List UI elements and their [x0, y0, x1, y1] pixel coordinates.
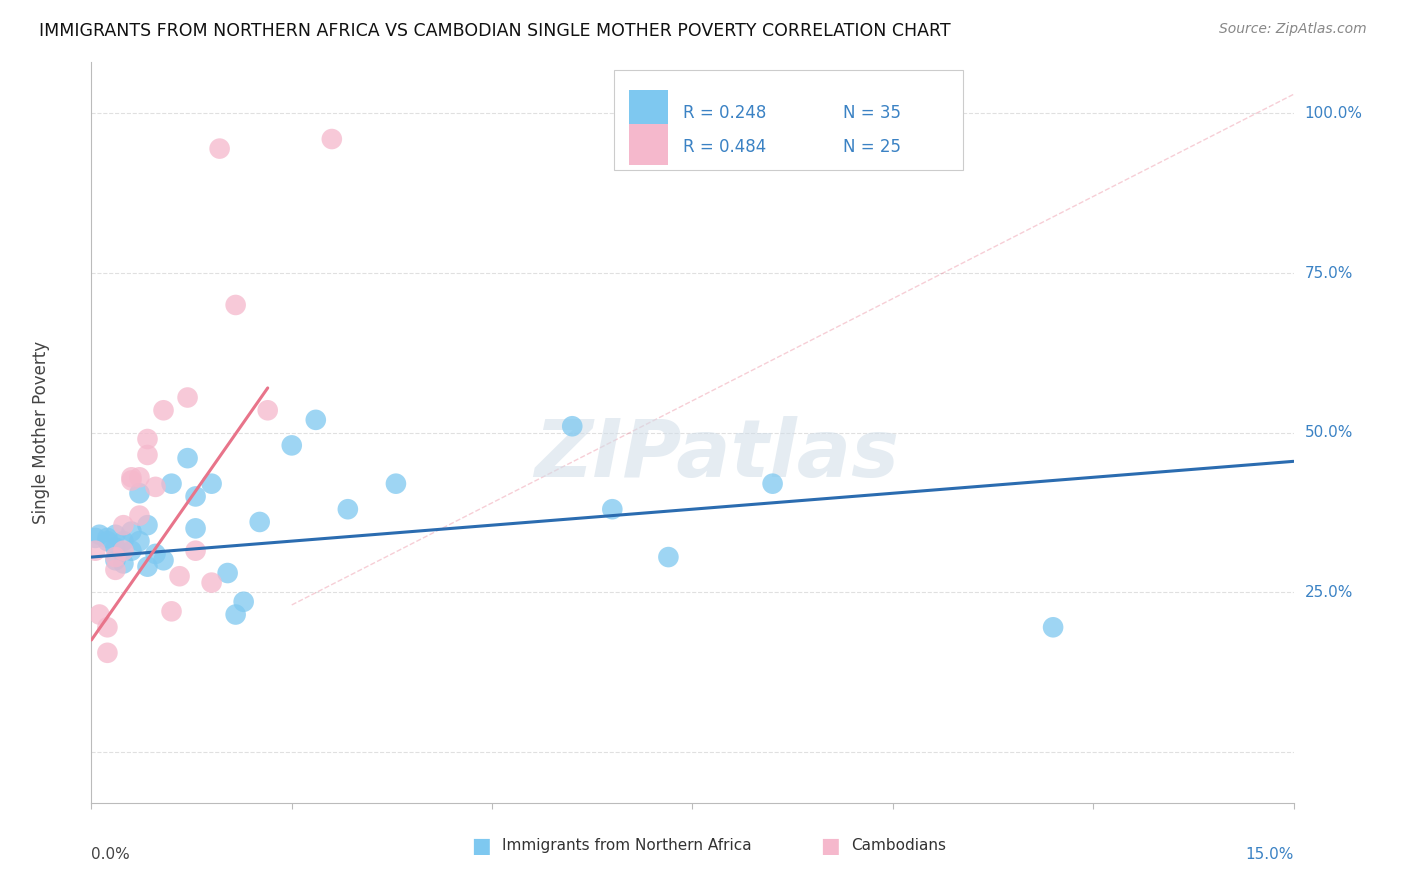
Point	[336, 502, 359, 516]
Point	[121, 543, 143, 558]
Point	[305, 413, 328, 427]
Point	[136, 559, 159, 574]
Point	[104, 550, 127, 565]
Text: Single Mother Poverty: Single Mother Poverty	[32, 341, 49, 524]
Point	[184, 490, 207, 504]
Point	[225, 607, 247, 622]
Point	[160, 604, 183, 618]
Point	[160, 476, 183, 491]
Point	[89, 607, 111, 622]
Point	[201, 476, 224, 491]
Point	[96, 646, 118, 660]
Point	[96, 534, 118, 549]
Text: ■: ■	[471, 836, 491, 855]
Point	[762, 476, 785, 491]
Point	[281, 438, 304, 452]
Text: 0.0%: 0.0%	[91, 847, 131, 863]
Point	[321, 132, 343, 146]
Point	[112, 543, 135, 558]
Text: Source: ZipAtlas.com: Source: ZipAtlas.com	[1219, 22, 1367, 37]
Point	[84, 531, 107, 545]
Point	[136, 432, 159, 446]
Point	[128, 508, 150, 523]
Text: IMMIGRANTS FROM NORTHERN AFRICA VS CAMBODIAN SINGLE MOTHER POVERTY CORRELATION C: IMMIGRANTS FROM NORTHERN AFRICA VS CAMBO…	[39, 22, 950, 40]
Text: R = 0.248: R = 0.248	[683, 103, 766, 122]
Text: 50.0%: 50.0%	[1305, 425, 1353, 440]
FancyBboxPatch shape	[628, 124, 668, 165]
Point	[176, 391, 198, 405]
Point	[232, 595, 254, 609]
Point	[184, 521, 207, 535]
Point	[176, 451, 198, 466]
Point	[225, 298, 247, 312]
Point	[128, 486, 150, 500]
Point	[256, 403, 278, 417]
Text: 25.0%: 25.0%	[1305, 584, 1353, 599]
Point	[152, 553, 174, 567]
FancyBboxPatch shape	[614, 70, 963, 169]
Point	[96, 620, 118, 634]
Point	[121, 474, 143, 488]
Point	[89, 527, 111, 541]
Point	[385, 476, 408, 491]
Point	[657, 550, 679, 565]
Text: 75.0%: 75.0%	[1305, 266, 1353, 281]
Point	[128, 470, 150, 484]
Point	[96, 531, 118, 545]
Point	[145, 480, 167, 494]
Point	[128, 534, 150, 549]
Point	[112, 518, 135, 533]
Text: N = 35: N = 35	[842, 103, 901, 122]
Point	[104, 553, 127, 567]
Text: ■: ■	[820, 836, 839, 855]
Point	[184, 543, 207, 558]
Point	[217, 566, 239, 580]
Text: R = 0.484: R = 0.484	[683, 137, 766, 156]
Point	[145, 547, 167, 561]
Point	[201, 575, 224, 590]
Point	[121, 470, 143, 484]
Point	[112, 557, 135, 571]
Text: ZIPatlas: ZIPatlas	[534, 416, 898, 494]
Point	[249, 515, 271, 529]
Point	[169, 569, 191, 583]
Point	[84, 543, 107, 558]
Point	[136, 518, 159, 533]
Point	[104, 527, 127, 541]
FancyBboxPatch shape	[628, 90, 668, 131]
Point	[1042, 620, 1064, 634]
Text: Cambodians: Cambodians	[851, 838, 946, 853]
Text: N = 25: N = 25	[842, 137, 901, 156]
Text: Immigrants from Northern Africa: Immigrants from Northern Africa	[502, 838, 752, 853]
Point	[104, 541, 127, 555]
Point	[208, 142, 231, 156]
Point	[112, 534, 135, 549]
Point	[561, 419, 583, 434]
Text: 100.0%: 100.0%	[1305, 106, 1362, 121]
Point	[602, 502, 624, 516]
Text: 15.0%: 15.0%	[1246, 847, 1294, 863]
Point	[121, 524, 143, 539]
Point	[152, 403, 174, 417]
Point	[136, 448, 159, 462]
Point	[104, 563, 127, 577]
